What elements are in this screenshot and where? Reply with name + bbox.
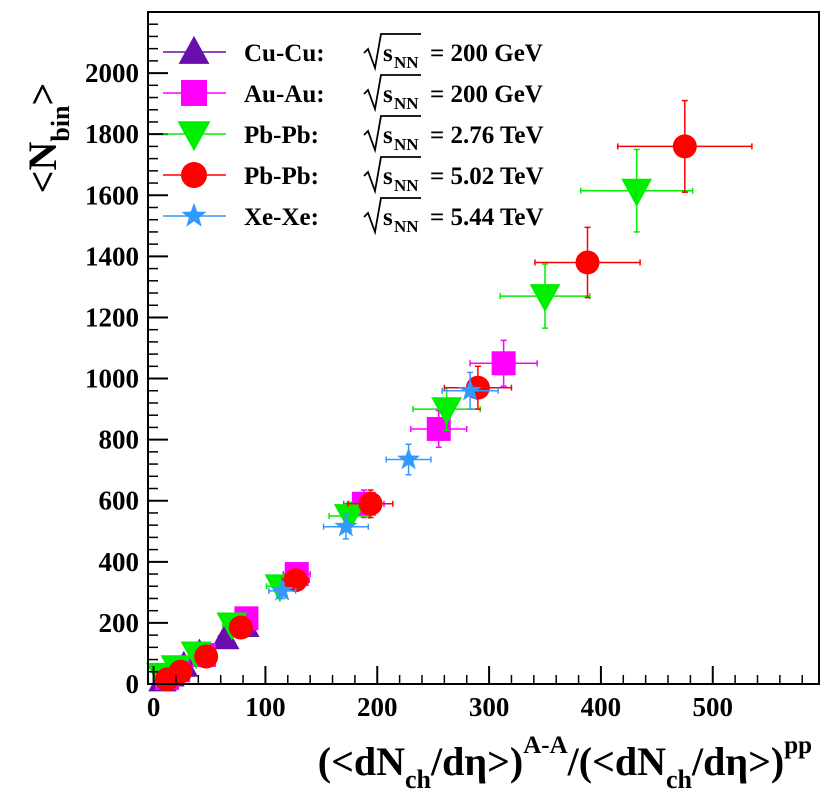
legend-entry: Au-Au: s NN = 200 GeV xyxy=(163,74,543,113)
legend-entry: Pb-Pb: s NN = 2.76 TeV xyxy=(163,115,544,154)
legend-marker-icon xyxy=(181,162,207,188)
x-tick-label: 500 xyxy=(693,692,734,722)
legend-energy: = 200 GeV xyxy=(430,81,543,108)
legend-marker-icon xyxy=(181,80,207,106)
sqrt-icon xyxy=(363,197,421,236)
series-xe-xe-4 xyxy=(268,371,499,601)
data-point xyxy=(358,491,383,516)
y-axis-title: <Nbin> xyxy=(20,83,75,194)
legend-sqrt-sub: NN xyxy=(394,176,419,195)
y-tick-label: 2000 xyxy=(85,58,139,88)
y-tick-label: 1400 xyxy=(85,241,139,271)
sqrt-icon xyxy=(363,156,421,195)
legend-sqrt-sub: NN xyxy=(394,53,419,72)
legend-sqrt-sub: NN xyxy=(394,217,419,236)
legend-label: Pb-Pb: xyxy=(244,122,319,149)
legend-entry: Xe-Xe: s NN = 5.44 TeV xyxy=(163,197,544,236)
y-tick-label: 1200 xyxy=(85,302,139,332)
legend-label: Au-Au: xyxy=(244,81,325,108)
y-tick-label: 200 xyxy=(99,608,140,638)
data-point xyxy=(575,250,600,275)
data-point xyxy=(334,514,358,537)
y-tick-label: 1600 xyxy=(85,180,139,210)
axis-ticks: 0 100 200 300 400 500 0 200 400 600 800 1000 1200 140… xyxy=(85,23,803,722)
legend-sqrt-s: s xyxy=(383,81,393,108)
sqrt-icon xyxy=(363,74,421,113)
data-point xyxy=(397,447,421,470)
data-point xyxy=(228,615,253,640)
sqrt-icon xyxy=(363,115,421,154)
x-tick-label: 300 xyxy=(469,692,510,722)
data-point xyxy=(431,397,462,426)
legend-marker-icon xyxy=(181,202,207,227)
data-point xyxy=(333,504,365,533)
data-point xyxy=(458,378,482,401)
y-tick-label: 800 xyxy=(99,425,140,455)
legend-sqrt-s: s xyxy=(383,163,393,190)
legend-label: Cu-Cu: xyxy=(244,40,325,67)
legend-sqrt-sub: NN xyxy=(394,94,419,113)
data-point xyxy=(672,134,697,159)
series-pb-pb-3 xyxy=(155,99,753,692)
y-tick-label: 400 xyxy=(99,547,140,577)
data-point xyxy=(270,578,294,601)
legend-energy: = 5.44 TeV xyxy=(430,204,544,231)
y-tick-label: 0 xyxy=(126,669,140,699)
legend-label: Pb-Pb: xyxy=(244,163,319,190)
legend-sqrt-s: s xyxy=(383,204,393,231)
data-point xyxy=(491,351,516,376)
y-tick-label: 1800 xyxy=(85,119,139,149)
legend-marker-icon xyxy=(178,35,210,64)
legend-energy: = 2.76 TeV xyxy=(430,122,544,149)
sqrt-icon xyxy=(363,33,421,72)
x-tick-label: 100 xyxy=(245,692,286,722)
legend-entry: Pb-Pb: s NN = 5.02 TeV xyxy=(163,156,544,195)
data-point xyxy=(168,659,193,684)
data-point xyxy=(621,178,653,207)
x-tick-label: 0 xyxy=(147,692,161,722)
legend-sqrt-s: s xyxy=(383,40,393,67)
data-point xyxy=(194,644,219,669)
data-point xyxy=(210,623,240,650)
legend-energy: = 5.02 TeV xyxy=(430,163,544,190)
x-tick-label: 200 xyxy=(357,692,398,722)
legend-marker-icon xyxy=(177,121,211,152)
x-tick-label: 400 xyxy=(581,692,622,722)
legend-sqrt-sub: NN xyxy=(394,135,419,154)
legend-label: Xe-Xe: xyxy=(244,204,319,231)
x-axis-title: (<dNch/dη>)A-A/(<dNch/dη>)pp xyxy=(318,732,812,794)
legend-entry: Cu-Cu: s NN = 200 GeV xyxy=(163,33,543,72)
y-tick-label: 600 xyxy=(99,486,140,516)
y-tick-label: 1000 xyxy=(85,364,139,394)
data-point xyxy=(283,568,308,593)
plot-frame xyxy=(147,11,820,685)
data-point xyxy=(529,284,561,313)
legend-sqrt-s: s xyxy=(383,122,393,149)
legend-energy: = 200 GeV xyxy=(430,40,543,67)
